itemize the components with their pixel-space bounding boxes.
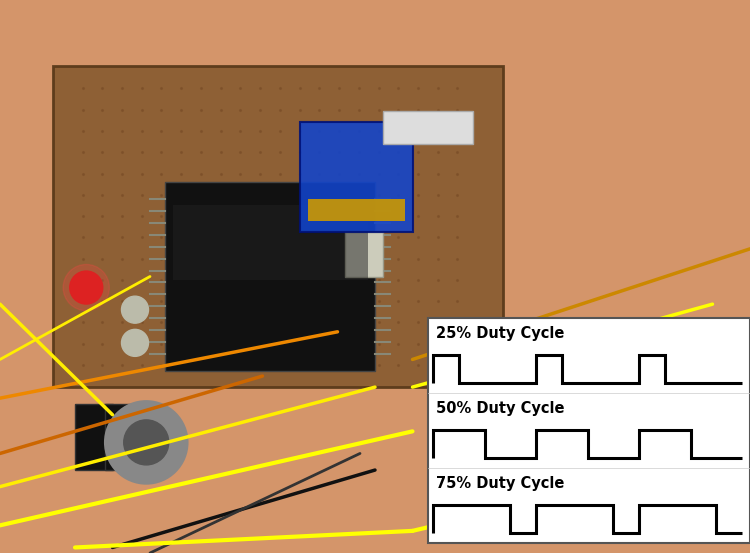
Circle shape bbox=[122, 296, 148, 323]
Circle shape bbox=[70, 271, 103, 304]
Bar bbox=[75, 404, 112, 470]
Bar bbox=[382, 111, 472, 144]
Circle shape bbox=[124, 420, 169, 465]
Bar bbox=[172, 205, 368, 280]
Bar bbox=[345, 232, 382, 276]
Text: 75% Duty Cycle: 75% Duty Cycle bbox=[436, 476, 564, 491]
Bar bbox=[428, 318, 750, 543]
Bar bbox=[53, 66, 503, 387]
Circle shape bbox=[63, 264, 110, 311]
Bar bbox=[165, 182, 375, 371]
Text: 50% Duty Cycle: 50% Duty Cycle bbox=[436, 401, 565, 416]
Bar bbox=[308, 199, 405, 221]
Bar bbox=[300, 122, 412, 232]
Text: 25% Duty Cycle: 25% Duty Cycle bbox=[436, 326, 564, 341]
Circle shape bbox=[122, 330, 148, 356]
Bar bbox=[105, 404, 142, 470]
Circle shape bbox=[105, 401, 188, 484]
